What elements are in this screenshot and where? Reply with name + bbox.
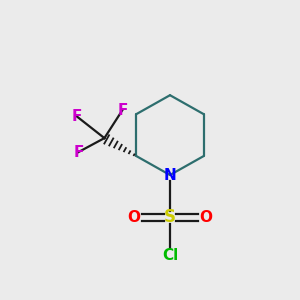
Text: F: F — [73, 145, 84, 160]
Text: O: O — [128, 209, 140, 224]
Text: F: F — [117, 103, 128, 118]
Text: F: F — [71, 109, 82, 124]
Text: Cl: Cl — [162, 248, 178, 262]
Text: O: O — [200, 209, 212, 224]
Text: N: N — [164, 167, 176, 182]
Text: S: S — [164, 208, 176, 226]
